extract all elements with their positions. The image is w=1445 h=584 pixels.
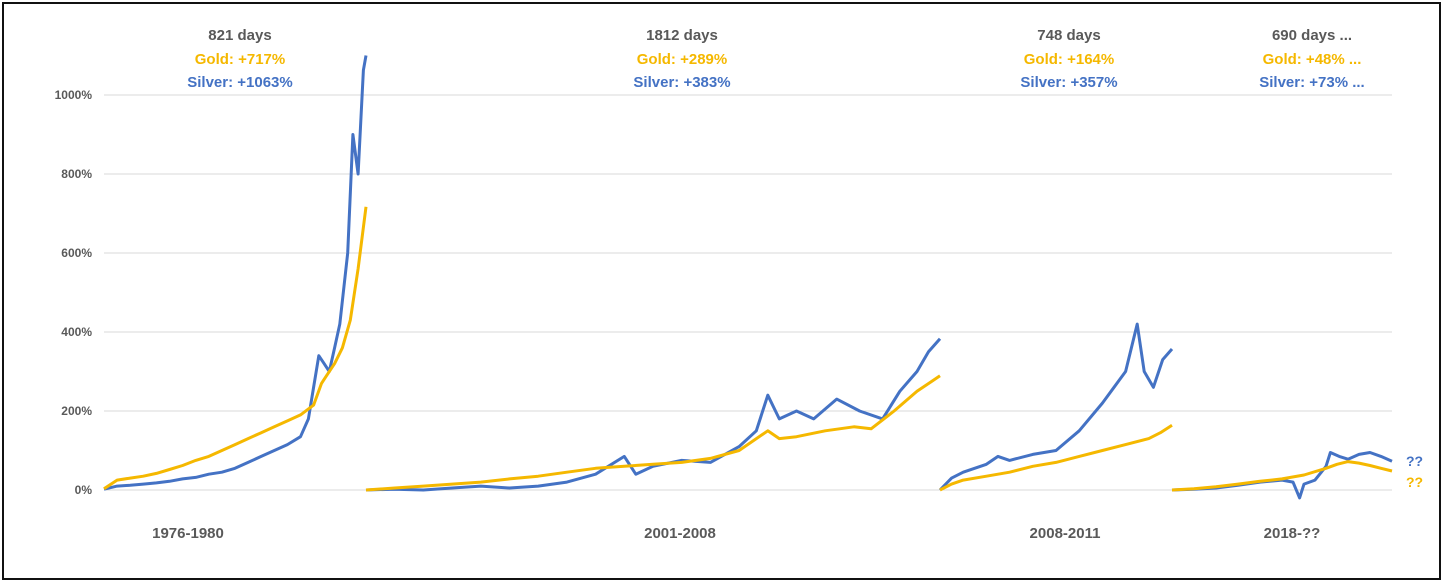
period-gold-gain: Gold: +289% [637,51,727,68]
y-tick-label: 1000% [55,88,93,102]
period-labels: 1976-1980 2001-2008 2008-2011 2018-?? [152,525,1320,542]
y-tick-label: 600% [61,246,92,260]
period-days: 1812 days [646,27,718,44]
period-label: 2018-?? [1264,525,1321,542]
period-gold-gain: Gold: +48% ... [1263,51,1362,68]
silver-line-1 [365,337,942,492]
period-days: 821 days [208,27,271,44]
period-silver-gain: Silver: +73% ... [1259,74,1364,91]
period-label: 2001-2008 [644,525,716,542]
period-gold-gain: Gold: +164% [1024,51,1114,68]
period-headers: 821 days Gold: +717% Silver: +1063% 1812 da… [187,27,1364,91]
gold-line-3 [1171,460,1393,492]
period-silver-gain: Silver: +1063% [187,74,293,91]
period-days: 748 days [1037,27,1100,44]
y-tick-label: 800% [61,167,92,181]
end-labels: ?? ?? [1406,453,1423,490]
y-axis-ticks: 0% 200% 400% 600% 800% 1000% [55,88,93,497]
period-label: 1976-1980 [152,525,224,542]
y-tick-label: 200% [61,404,92,418]
period-days: 690 days ... [1272,27,1352,44]
gold-end-label: ?? [1406,474,1423,490]
silver-end-label: ?? [1406,453,1423,469]
gold-line-2 [939,423,1173,492]
gold-line-0 [103,206,368,491]
period-label: 2008-2011 [1030,525,1101,542]
silver-line-0 [103,55,368,491]
y-tick-label: 400% [61,325,92,339]
series-lines [103,55,1393,500]
period-silver-gain: Silver: +383% [633,74,730,91]
silver-line-3 [1171,451,1393,500]
y-tick-label: 0% [75,483,93,497]
gold-line-1 [365,374,941,492]
period-silver-gain: Silver: +357% [1020,74,1117,91]
gridlines [104,94,1392,491]
period-gold-gain: Gold: +717% [195,51,285,68]
silver-line-2 [938,322,1174,492]
